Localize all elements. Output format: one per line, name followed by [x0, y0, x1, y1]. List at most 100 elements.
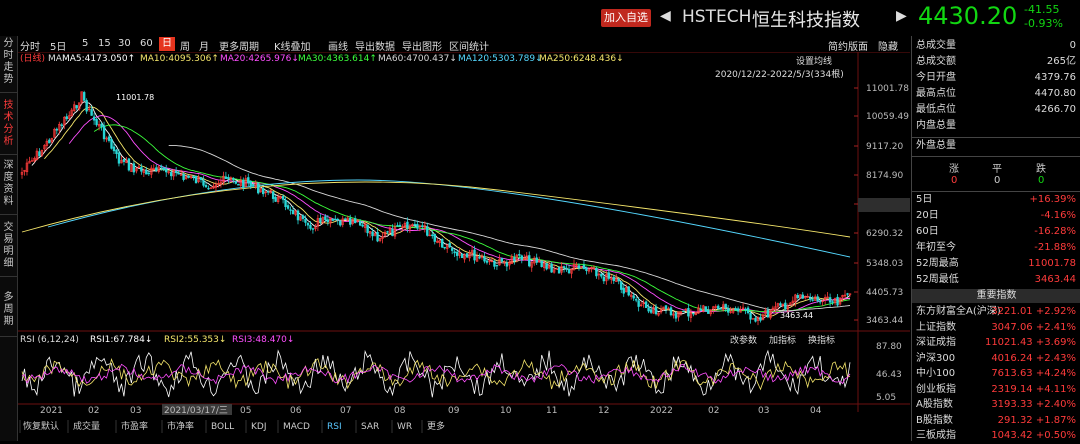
indicator-tab[interactable]: RSI — [327, 422, 342, 432]
tab-trades[interactable]: 交易明细 — [0, 222, 17, 277]
important-index-row[interactable]: A股指数 3193.33 +2.40% — [916, 397, 1076, 412]
index-value: 291.32 +1.87% — [997, 414, 1076, 426]
candle-body — [289, 209, 292, 211]
candle-body — [301, 215, 305, 219]
candle-body — [821, 300, 824, 302]
candle-body — [35, 150, 39, 160]
important-index-row[interactable]: 中小100 7613.63 +4.24% — [916, 366, 1076, 381]
indicator-tab[interactable]: 成交量 — [73, 420, 100, 432]
add-to-favorites-button[interactable]: 加入自选 — [601, 9, 651, 27]
time-tick-label: 02 — [88, 406, 99, 416]
indicator-tab[interactable]: SAR — [361, 422, 379, 432]
switch-indicator-button[interactable]: 换指标 — [808, 334, 835, 346]
export-image-button[interactable]: 导出图形 — [402, 42, 442, 53]
candle-body — [448, 243, 451, 248]
indicator-tab[interactable]: 更多 — [427, 420, 445, 432]
important-index-row[interactable]: 创业板指 2319.14 +4.11% — [916, 382, 1076, 397]
tab-profile[interactable]: 深度资料 — [0, 160, 17, 215]
candle-body — [533, 257, 536, 264]
candle-body — [423, 225, 427, 229]
change-value: -41.55 — [1024, 3, 1060, 16]
candle-body — [724, 303, 727, 308]
candle-body — [431, 234, 434, 237]
important-index-row[interactable]: 上证指数 3047.06 +2.41% — [916, 320, 1076, 335]
candle-body — [535, 257, 538, 263]
candle-body — [779, 303, 782, 306]
tab-intraday[interactable]: 分时走势 — [0, 38, 17, 93]
important-index-row[interactable]: 沪深300 4016.24 +2.43% — [916, 351, 1076, 366]
period-monthly[interactable]: 月 — [199, 42, 209, 53]
next-icon[interactable]: ▶ — [896, 8, 907, 24]
tab-technical[interactable]: 技术分析 — [0, 100, 17, 155]
range-stats-button[interactable]: 区间统计 — [449, 42, 489, 53]
candle-body — [470, 250, 474, 254]
candle-body — [366, 224, 369, 234]
perf-value: +16.39% — [1029, 194, 1076, 205]
ma-legend-item: MA30:4363.614↑ — [298, 54, 377, 64]
candle-body — [550, 263, 553, 273]
add-indicator-button[interactable]: 加指标 — [769, 334, 796, 346]
more-periods-menu[interactable]: 更多周期 — [219, 42, 259, 53]
candle-body — [351, 219, 354, 224]
period-5min[interactable]: 5 — [82, 38, 89, 49]
indicator-tab[interactable]: 恢复默认 — [23, 420, 59, 432]
kline-chart[interactable]: (日线) MA MA5:4173.050↑ MA10:4095.306↑ MA20:… — [18, 51, 910, 441]
left-view-tabs: 分时走势 技术分析 深度资料 交易明细 多周期 — [0, 36, 18, 441]
export-data-button[interactable]: 导出数据 — [355, 42, 395, 53]
ma-legend-item: MA5:4173.050↑ — [62, 54, 135, 64]
candle-body — [40, 149, 44, 156]
candle-body — [809, 297, 812, 300]
candle-body — [515, 254, 519, 261]
candle-body — [592, 268, 596, 270]
candle-body — [321, 217, 325, 223]
period-60min[interactable]: 60 — [140, 38, 153, 49]
period-daily[interactable]: 日 — [159, 37, 175, 51]
draw-lines-button[interactable]: 画线 — [328, 42, 348, 53]
candle-body — [771, 307, 775, 311]
important-index-row[interactable]: 东方财富全A(沪深) 3221.01 +2.92% — [916, 304, 1076, 319]
quote-label: 外盘总量 — [916, 140, 956, 151]
indicator-tab[interactable]: MACD — [283, 422, 310, 432]
candle-body — [746, 307, 750, 314]
period-30min[interactable]: 30 — [118, 38, 131, 49]
candle-body — [547, 265, 551, 269]
tab-multi-period[interactable]: 多周期 — [0, 292, 17, 337]
indicator-tab[interactable]: BOLL — [211, 422, 234, 432]
period-weekly[interactable]: 周 — [180, 42, 190, 53]
candle-body — [828, 297, 832, 303]
candle-body — [445, 244, 449, 249]
change-params-button[interactable]: 改参数 — [730, 334, 757, 346]
crosshair-date-box — [162, 404, 232, 415]
candle-body — [319, 217, 322, 223]
period-intraday[interactable]: 分时 — [20, 42, 40, 53]
index-name: 中小100 — [916, 368, 956, 379]
candle-body — [654, 306, 658, 315]
candle-body — [687, 308, 690, 317]
kline-overlay-menu[interactable]: K线叠加 — [274, 42, 311, 53]
candle-body — [766, 309, 770, 318]
important-index-row[interactable]: 深证成指 11021.43 +3.69% — [916, 335, 1076, 350]
candle-body — [229, 177, 233, 181]
candle-body — [316, 218, 320, 227]
indicator-tab[interactable]: KDJ — [251, 422, 267, 432]
candle-body — [157, 166, 160, 172]
candle-body — [202, 180, 205, 186]
candle-body — [50, 138, 54, 143]
candle-body — [620, 281, 623, 290]
indicator-tab[interactable]: 市盈率 — [121, 420, 148, 432]
candle-body — [719, 308, 722, 310]
indicator-tab[interactable]: WR — [397, 422, 412, 432]
period-15min[interactable]: 15 — [98, 38, 111, 49]
simple-layout-button[interactable]: 简约版面 — [828, 42, 868, 53]
period-5day[interactable]: 5日 — [50, 42, 67, 53]
previous-icon[interactable]: ◀ — [660, 8, 671, 24]
set-ma-button[interactable]: 设置均线 — [796, 55, 832, 67]
important-index-row[interactable]: 三板成指 1043.42 +0.50% — [916, 428, 1076, 443]
important-index-row[interactable]: B股指数 291.32 +1.87% — [916, 413, 1076, 428]
candle-body — [426, 226, 429, 236]
indicator-tab[interactable]: 市净率 — [167, 420, 194, 432]
candle-body — [212, 186, 215, 189]
candle-body — [776, 303, 780, 307]
quote-label: 最低点位 — [916, 104, 956, 115]
hide-button[interactable]: 隐藏 — [878, 42, 898, 53]
